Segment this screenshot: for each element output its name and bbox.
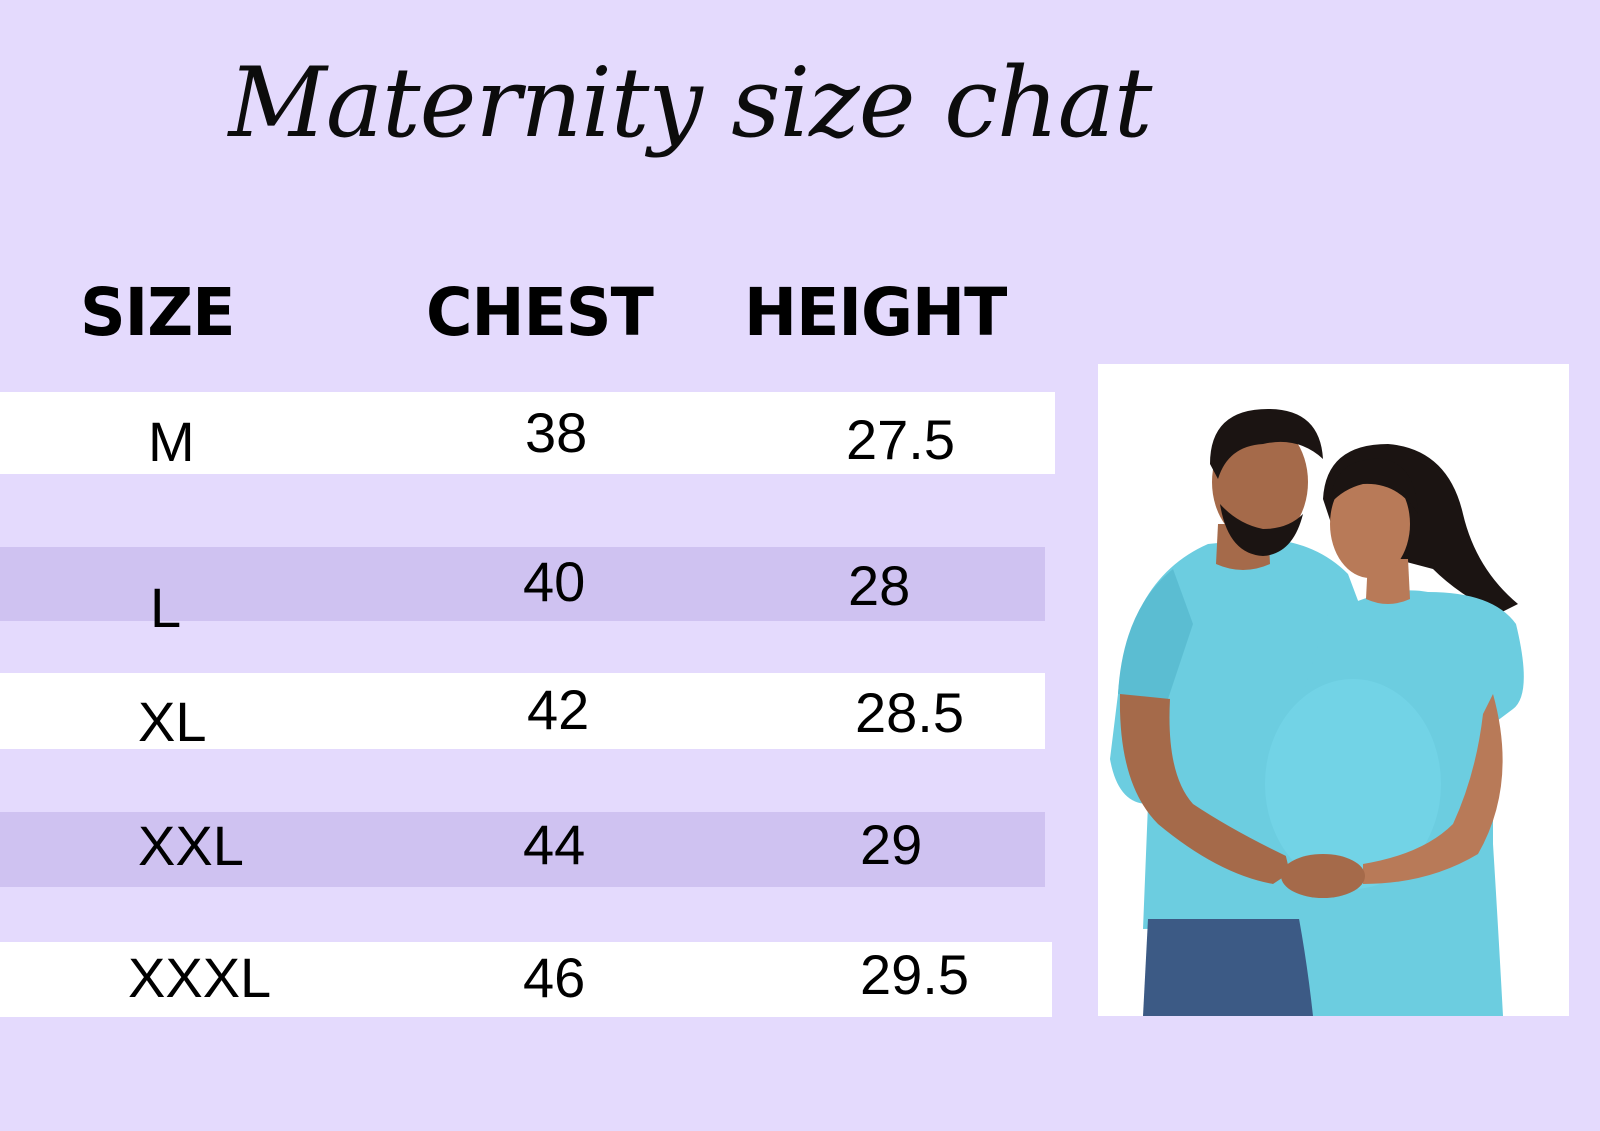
height-cell: 27.5 bbox=[846, 408, 955, 471]
row-band-l bbox=[0, 547, 1045, 621]
height-cell: 29 bbox=[860, 813, 923, 876]
size-cell: XL bbox=[138, 690, 207, 753]
couple-illustration bbox=[1110, 409, 1524, 1016]
hands bbox=[1281, 854, 1365, 898]
row-band-xxl bbox=[0, 812, 1045, 887]
size-cell: L bbox=[150, 576, 182, 639]
row-band-xxxl bbox=[0, 942, 1052, 1017]
man-jeans bbox=[1143, 919, 1353, 1016]
page-title: Maternity size chat bbox=[228, 47, 1153, 159]
chest-cell: 40 bbox=[523, 550, 586, 613]
header-size: SIZE bbox=[80, 274, 236, 351]
couple-photo bbox=[1098, 364, 1569, 1016]
man-hair bbox=[1210, 409, 1323, 479]
header-chest: CHEST bbox=[426, 274, 654, 351]
height-cell: 28.5 bbox=[855, 681, 964, 744]
row-band-xl bbox=[0, 673, 1045, 749]
woman-head bbox=[1330, 470, 1410, 578]
header-height: HEIGHT bbox=[744, 274, 1007, 351]
height-cell: 29.5 bbox=[860, 943, 969, 1006]
man-beard bbox=[1220, 504, 1303, 556]
chest-cell: 38 bbox=[525, 401, 588, 464]
woman-arm bbox=[1363, 694, 1503, 884]
man-sleeve bbox=[1118, 569, 1193, 699]
size-cell: M bbox=[148, 410, 195, 473]
height-cell: 28 bbox=[848, 554, 911, 617]
size-cell: XXL bbox=[138, 814, 244, 877]
woman-belly bbox=[1265, 679, 1441, 889]
chest-cell: 42 bbox=[527, 678, 590, 741]
chest-cell: 46 bbox=[523, 946, 586, 1009]
row-band-m bbox=[0, 392, 1055, 474]
man-arm bbox=[1119, 694, 1303, 884]
size-cell: XXXL bbox=[128, 946, 272, 1009]
woman-hair-front bbox=[1330, 458, 1418, 514]
chest-cell: 44 bbox=[523, 813, 586, 876]
